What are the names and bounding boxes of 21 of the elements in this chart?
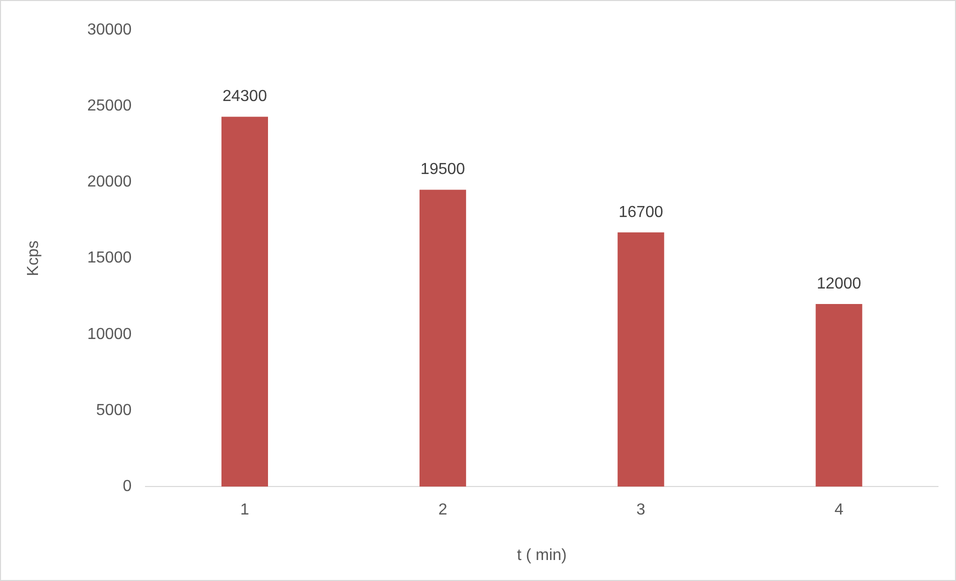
data-label: 24300 <box>222 88 268 106</box>
y-tick-label: 30000 <box>87 21 132 38</box>
data-label: 19500 <box>420 161 466 178</box>
y-tick-label: 15000 <box>87 250 132 267</box>
y-axis-title: Kcps <box>25 240 42 276</box>
bar <box>420 190 466 487</box>
data-label: 12000 <box>816 275 862 292</box>
bar <box>816 304 862 487</box>
y-tick-label: 25000 <box>87 98 132 115</box>
bar <box>618 232 664 487</box>
y-tick-label: 0 <box>122 478 132 496</box>
y-tick-label: 20000 <box>87 174 132 191</box>
x-axis-title: t ( min) <box>516 546 567 564</box>
bar <box>221 116 268 487</box>
y-tick-label: 5000 <box>96 402 132 419</box>
x-tick-label: 1 <box>240 502 250 519</box>
data-label: 16700 <box>618 204 664 221</box>
x-tick-label: 2 <box>438 502 448 519</box>
y-tick-label: 10000 <box>87 326 132 343</box>
x-tick-label: 3 <box>636 502 646 519</box>
x-tick-label: 4 <box>834 502 844 519</box>
